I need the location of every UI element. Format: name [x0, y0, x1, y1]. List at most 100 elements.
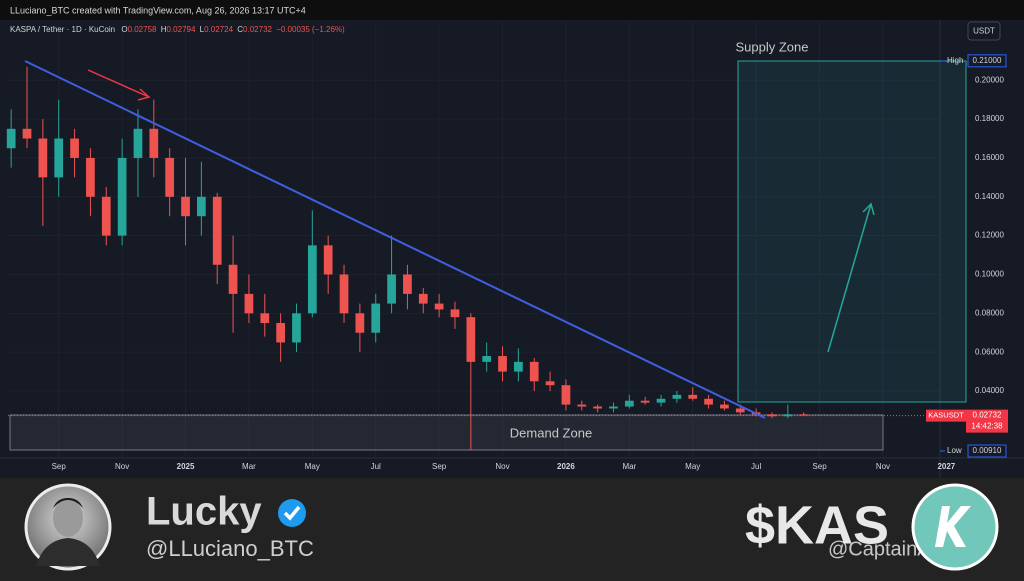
candle-body [165, 157, 175, 197]
supply-zone-label: Supply Zone [736, 39, 809, 54]
x-tick-label: Nov [115, 462, 129, 471]
candles [6, 66, 809, 451]
legend-o: 0.02758 [128, 25, 157, 34]
candle-body [640, 400, 650, 403]
symbol-label: KASPA / Tether · 1D · KuCoin [10, 25, 115, 34]
x-tick-label: Jul [751, 462, 761, 471]
candle-body [323, 245, 333, 275]
candle-body [292, 313, 301, 343]
candle-body [735, 408, 745, 413]
x-tick-label: Sep [432, 462, 447, 471]
candle-body [149, 128, 159, 158]
x-tick-label: May [685, 462, 700, 471]
y-tick-label: 0.10000 [975, 270, 1004, 279]
candle-body [434, 303, 444, 310]
kas-logo-mark [935, 506, 971, 547]
candle-body [86, 157, 95, 197]
price-marker-box [967, 54, 1007, 68]
candle-body [276, 323, 285, 343]
last-price-symbol-box [926, 409, 966, 422]
candle-body [561, 385, 571, 405]
candle-body [704, 398, 713, 405]
green-arrow [827, 203, 872, 353]
last-price-symbol: KASUSDT [928, 411, 964, 420]
last-price-box [966, 409, 1008, 433]
trend-line [24, 60, 766, 419]
header-bar [0, 0, 1024, 20]
price-marker-label: Low [947, 446, 962, 455]
candle-body [799, 414, 809, 416]
candle-body [371, 303, 381, 333]
candle-body [6, 128, 16, 149]
candle-body [181, 196, 190, 217]
x-tick-label: Sep [812, 462, 827, 471]
x-tick-label: Nov [876, 462, 890, 471]
legend-change: −0.00035 (−1.26%) [276, 25, 345, 34]
demand-zone-label: Demand Zone [510, 425, 592, 440]
candle-body [228, 264, 238, 294]
y-tick-label: 0.18000 [975, 114, 1004, 123]
avatar-hair [53, 498, 83, 508]
candle-body [403, 274, 412, 294]
avatar-suit [36, 538, 100, 566]
x-tick-label: May [305, 462, 320, 471]
candle-body [577, 404, 587, 407]
x-tick-label: 2026 [557, 462, 575, 471]
candle-body [783, 414, 793, 417]
candle-body [514, 361, 523, 372]
candle-body [244, 293, 254, 314]
y-tick-label: 0.14000 [975, 192, 1004, 201]
candle-body [672, 394, 682, 399]
price-marker-box [967, 444, 1007, 458]
candle-body [498, 356, 507, 372]
legend: KASPA / Tether · 1D · KuCoin O0.02758 H0… [10, 25, 345, 34]
candle-body [656, 398, 666, 403]
price-marker-value: 0.00910 [973, 446, 1002, 455]
x-tick-label: Nov [495, 462, 509, 471]
candle-body [197, 196, 206, 217]
candle-body [117, 157, 127, 236]
legend-l-label: L [200, 25, 205, 34]
legend-l: 0.02724 [204, 25, 233, 34]
x-tick-label: Jul [371, 462, 381, 471]
ticker: $KAS [745, 495, 889, 555]
candle-body [593, 406, 602, 409]
candle-body [418, 293, 428, 304]
y-tick-label: 0.12000 [975, 231, 1004, 240]
price-marker-value: 0.21000 [973, 56, 1002, 65]
last-price-value: 0.02732 [973, 411, 1002, 420]
currency-label[interactable]: USDT [973, 27, 995, 36]
supply-zone [737, 60, 967, 403]
candle-body [624, 400, 634, 407]
legend-h: 0.02794 [167, 25, 196, 34]
legend-h-label: H [161, 25, 167, 34]
candle-body [307, 245, 317, 314]
axes: 0.04000 0.06000 0.08000 0.10000 0.12000 0.140… [8, 54, 1008, 471]
y-tick-label: 0.20000 [975, 75, 1004, 84]
x-tick-label: 2025 [177, 462, 195, 471]
candle-body [70, 138, 79, 158]
red-arrow-head [137, 88, 151, 101]
candle-body [609, 406, 618, 409]
red-arrow [87, 69, 150, 98]
candle-body [482, 356, 492, 362]
currency-button[interactable] [967, 21, 1001, 41]
green-arrow-head [862, 202, 875, 216]
profile-name: Lucky [146, 490, 262, 534]
candle-body [450, 309, 460, 318]
candle-body [212, 196, 222, 265]
demand-zone [9, 414, 884, 451]
candle-body [387, 274, 396, 304]
x-tick-label: Mar [242, 462, 256, 471]
last-price-countdown: 14:42:38 [971, 422, 1003, 431]
candle-body [466, 317, 476, 362]
y-tick-label: 0.16000 [975, 153, 1004, 162]
verified-check [283, 505, 301, 521]
avatar-face [53, 499, 83, 537]
header-text: LLuciano_BTC created with TradingView.co… [10, 5, 306, 15]
x-tick-label: Sep [52, 462, 67, 471]
candle-body [529, 361, 539, 382]
candle-body [133, 128, 143, 158]
legend-c: 0.02732 [243, 25, 272, 34]
